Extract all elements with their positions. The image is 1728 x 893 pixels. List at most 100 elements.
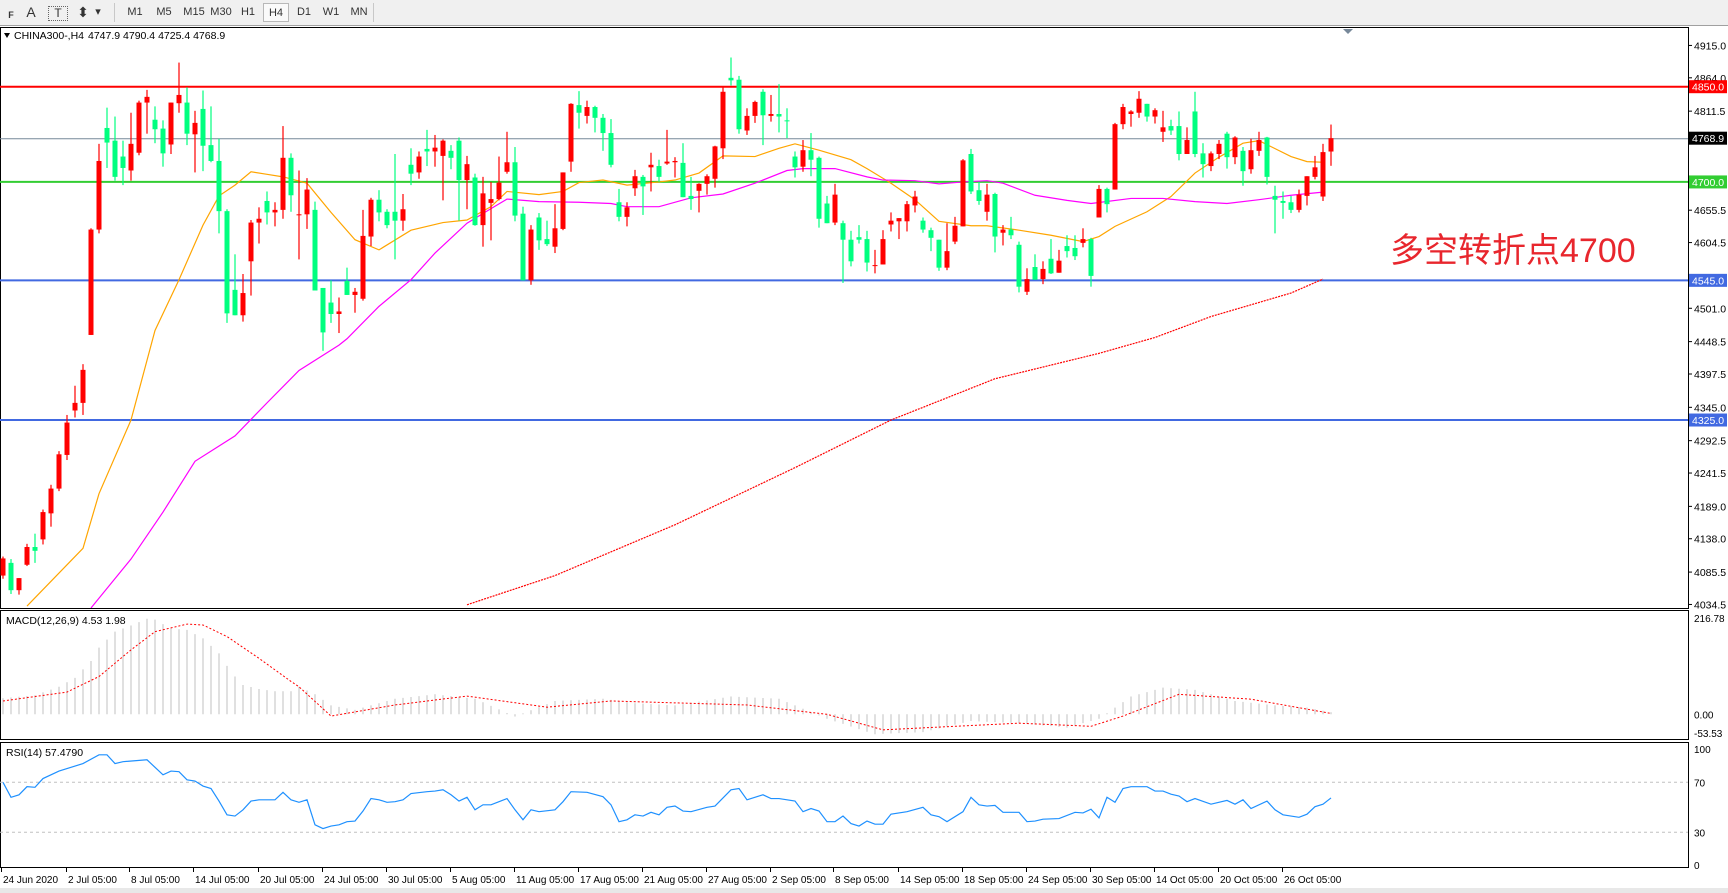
candle-body (448, 150, 454, 158)
candle-body (32, 547, 38, 551)
timeframe-mn[interactable]: MN (350, 6, 368, 18)
candle (1296, 189, 1302, 213)
candle-body (616, 202, 622, 217)
candle-body (552, 228, 558, 247)
candle (928, 227, 934, 252)
collapse-triangle-icon[interactable] (4, 33, 10, 38)
timeframe-m5[interactable]: M5 (156, 6, 172, 18)
candle-body (1040, 268, 1046, 280)
candle-body (784, 120, 790, 122)
time-tick-label: 24 Jun 2020 (3, 875, 58, 886)
candle-body (1272, 195, 1278, 200)
candle (1064, 235, 1070, 258)
candle (104, 107, 110, 168)
candle-body (536, 217, 542, 241)
candle-body (72, 402, 78, 411)
time-tick-label: 14 Jul 05:00 (195, 875, 250, 886)
candle (984, 183, 990, 221)
price-tick-label: 4397.5 (1694, 369, 1726, 381)
candle (1288, 195, 1294, 214)
candle (856, 225, 862, 244)
price-tick-label: 4034.5 (1694, 599, 1726, 611)
candle (480, 176, 486, 247)
candle-body (480, 193, 486, 226)
candle-body (560, 172, 566, 229)
toolbar-separator (114, 3, 115, 22)
candle-body (864, 239, 870, 263)
candle-body (1000, 229, 1006, 233)
level-price-label-box (1689, 175, 1727, 189)
candle-body (336, 311, 342, 314)
candle-body (512, 162, 518, 216)
candle-body (168, 102, 174, 145)
candle-body (712, 146, 718, 179)
arrows-icon[interactable]: ⬍ (77, 4, 89, 20)
price-tick-label: 4655.5 (1694, 205, 1726, 217)
candle (160, 120, 166, 167)
candle (912, 190, 918, 213)
candle (112, 116, 118, 181)
timeframe-d1[interactable]: D1 (296, 6, 312, 18)
timeframe-h4[interactable]: H4 (263, 3, 289, 22)
candle-body (464, 164, 470, 181)
time-tick-label: 24 Jul 05:00 (324, 875, 379, 886)
timeframe-h1[interactable]: H1 (240, 6, 256, 18)
time-axis[interactable]: 24 Jun 2020 2 Jul 05:00 8 Jul 05:00 14 Jul … (1, 868, 1342, 886)
candle (408, 148, 414, 186)
text-icon[interactable]: A (26, 4, 36, 20)
candle-body (576, 105, 582, 113)
candle (1256, 131, 1262, 156)
candle (656, 159, 662, 182)
candle (632, 169, 638, 196)
rsi-panel[interactable]: RSI(14) 57.4790 (0, 742, 1689, 868)
candle (240, 273, 246, 322)
time-tick-label: 8 Sep 05:00 (835, 875, 889, 886)
candle-body (992, 193, 998, 237)
main-panel[interactable]: CHINA300-,H4 4747.9 4790.4 4725.4 4768.9… (0, 27, 1689, 609)
timeframe-m30[interactable]: M30 (210, 6, 232, 18)
candle (624, 202, 630, 227)
candle (792, 151, 798, 178)
candle (616, 188, 622, 222)
period-separators-icon[interactable]: F (8, 10, 14, 20)
candle-body (1112, 124, 1118, 190)
toolbar-separator (373, 3, 374, 22)
candle (1248, 138, 1254, 174)
time-tick-label: 27 Aug 05:00 (708, 875, 767, 886)
candle-body (840, 223, 846, 240)
level-price-label: 4325.0 (1692, 415, 1724, 427)
candle (736, 75, 742, 134)
chart-shift-marker[interactable] (1343, 29, 1353, 34)
candle-body (1064, 246, 1070, 252)
timeframe-m15[interactable]: M15 (183, 6, 205, 18)
time-tick-label: 30 Jul 05:00 (388, 875, 443, 886)
candle-body (1016, 244, 1022, 287)
candle (176, 62, 182, 113)
candle-body (704, 176, 710, 184)
candle (424, 129, 430, 167)
price-axis[interactable]: 4915.04864.04811.54655.54604.54501.04448… (1688, 40, 1727, 872)
dropdown-icon[interactable]: ▾ (95, 6, 101, 18)
candle (1200, 143, 1206, 178)
macd-panel[interactable]: MACD(12,26,9) 4.53 1.98 (0, 610, 1689, 740)
candle (704, 174, 710, 195)
price-tick-label: 4811.5 (1694, 106, 1725, 118)
candle (1040, 261, 1046, 285)
candle-body (232, 289, 238, 316)
time-tick-label: 11 Aug 05:00 (516, 875, 575, 886)
candle-body (1312, 167, 1318, 177)
text-label-icon[interactable]: T (48, 6, 68, 21)
macd-signal-line (2, 623, 1332, 731)
candle (1320, 143, 1326, 201)
candle (96, 143, 102, 234)
candle (1088, 237, 1094, 287)
candle (880, 230, 886, 265)
macd-axis-label: 216.78 (1694, 614, 1725, 625)
candle-body (80, 369, 86, 403)
timeframe-m1[interactable]: M1 (127, 6, 143, 18)
candle-body (1216, 143, 1222, 154)
timeframe-w1[interactable]: W1 (322, 6, 340, 18)
candle (1128, 110, 1134, 127)
candle (720, 87, 726, 160)
